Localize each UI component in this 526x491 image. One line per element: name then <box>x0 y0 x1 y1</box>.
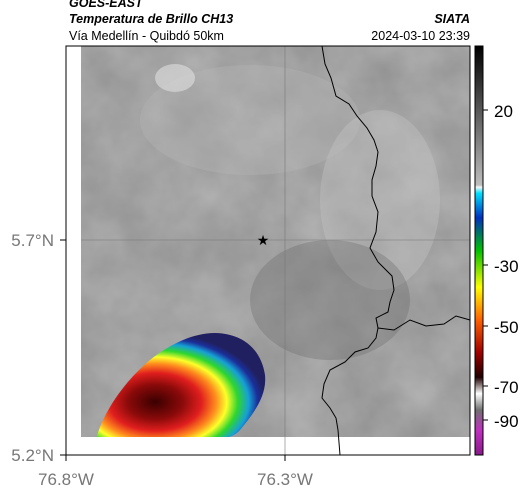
river-line <box>321 327 379 456</box>
product-title: Temperatura de Brillo CH13 <box>69 12 234 26</box>
lon-label-76-3: 76.3°W <box>257 470 313 489</box>
map-frame <box>65 45 471 456</box>
colorbar: 20 -30 -50 -70 -90 <box>474 45 519 456</box>
cloud-imagery <box>81 46 470 439</box>
border-line <box>321 45 471 331</box>
colorbar-tick-neg50: -50 <box>494 318 519 337</box>
colorbar-tick-neg30: -30 <box>494 257 519 276</box>
location-star-marker: ★ <box>257 232 270 248</box>
colorbar-tick-20: 20 <box>494 102 513 121</box>
colorbar-tick-neg70: -70 <box>494 378 519 397</box>
convective-cell <box>96 332 266 439</box>
satellite-name: GOES-EAST <box>69 0 143 10</box>
lat-label-5-2: 5.2°N <box>11 446 54 465</box>
region-label: Vía Medellín - Quibdó 50km <box>69 29 224 43</box>
lon-label-76-8: 76.8°W <box>38 470 94 489</box>
colorbar-tick-neg90: -90 <box>494 412 519 431</box>
lat-label-5-7: 5.7°N <box>11 231 54 250</box>
datetime-label: 2024-03-10 23:39 <box>371 29 470 43</box>
graticule <box>81 46 470 455</box>
agency-label: SIATA <box>434 12 470 26</box>
